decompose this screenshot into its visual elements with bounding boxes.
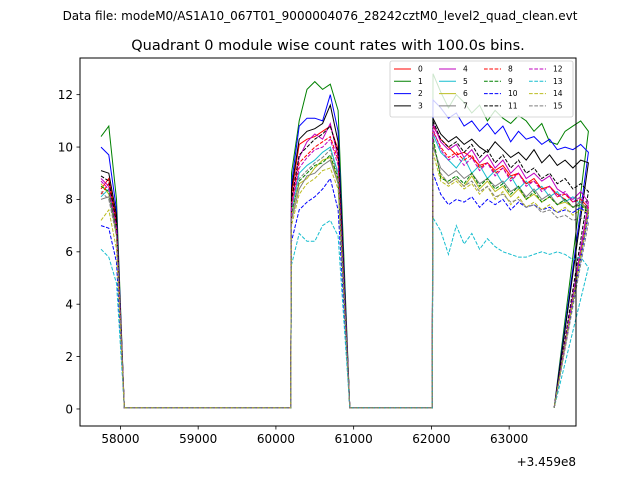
x-tick-label: 63000: [490, 432, 528, 446]
series-line-13: [100, 215, 589, 409]
y-tick-label: 2: [65, 350, 73, 364]
y-tick-label: 10: [58, 140, 73, 154]
series-line-10: [100, 173, 589, 409]
series-line-9: [100, 136, 589, 409]
x-tick-label: 61000: [335, 432, 373, 446]
axes-frame: [79, 57, 577, 427]
x-tick-label: 62000: [412, 432, 450, 446]
series-line-11: [100, 120, 589, 409]
y-tick-label: 0: [65, 402, 73, 416]
series-line-4: [100, 122, 589, 409]
legend-label-4: 4: [463, 65, 468, 74]
legend-label-6: 6: [463, 89, 468, 98]
x-tick-label: 60000: [257, 432, 295, 446]
legend-label-0: 0: [418, 65, 423, 74]
y-tick-label: 12: [58, 88, 73, 102]
legend-label-1: 1: [418, 77, 423, 86]
series-line-14: [100, 152, 589, 409]
legend-label-9: 9: [508, 77, 513, 86]
legend-label-14: 14: [553, 89, 563, 98]
legend-label-13: 13: [553, 77, 563, 86]
chart-title: Quadrant 0 module wise count rates with …: [131, 38, 525, 54]
x-tick-label: 59000: [179, 432, 217, 446]
legend-label-10: 10: [508, 89, 518, 98]
legend-label-11: 11: [508, 102, 518, 111]
legend-label-3: 3: [418, 102, 423, 111]
series-line-2: [100, 94, 589, 409]
series-line-8: [100, 131, 589, 409]
series-line-15: [100, 144, 589, 409]
legend-box: [389, 60, 574, 118]
series-line-12: [100, 128, 589, 409]
legend-label-2: 2: [418, 89, 423, 98]
y-tick-label: 8: [65, 193, 73, 207]
x-axis: 58000 59000 60000 61000 62000 63000: [101, 426, 528, 446]
series-line-7: [100, 146, 589, 409]
legend-label-15: 15: [553, 102, 563, 111]
series-line-0: [100, 124, 589, 409]
series-line-3: [100, 103, 589, 409]
x-offset-label: +3.459e8: [517, 455, 576, 469]
y-axis: 0 2 4 6 8 10 12: [58, 88, 80, 416]
legend-label-7: 7: [463, 102, 468, 111]
plot-area: [80, 58, 576, 426]
legend-label-5: 5: [463, 77, 468, 86]
series-layer: [100, 73, 589, 409]
figure-suptitle: Data file: modeM0/AS1A10_067T01_90000040…: [63, 9, 578, 23]
y-tick-label: 4: [65, 298, 73, 312]
legend-label-8: 8: [508, 65, 513, 74]
x-tick-label: 58000: [101, 432, 139, 446]
y-tick-label: 6: [65, 245, 73, 259]
legend-label-12: 12: [553, 65, 563, 74]
